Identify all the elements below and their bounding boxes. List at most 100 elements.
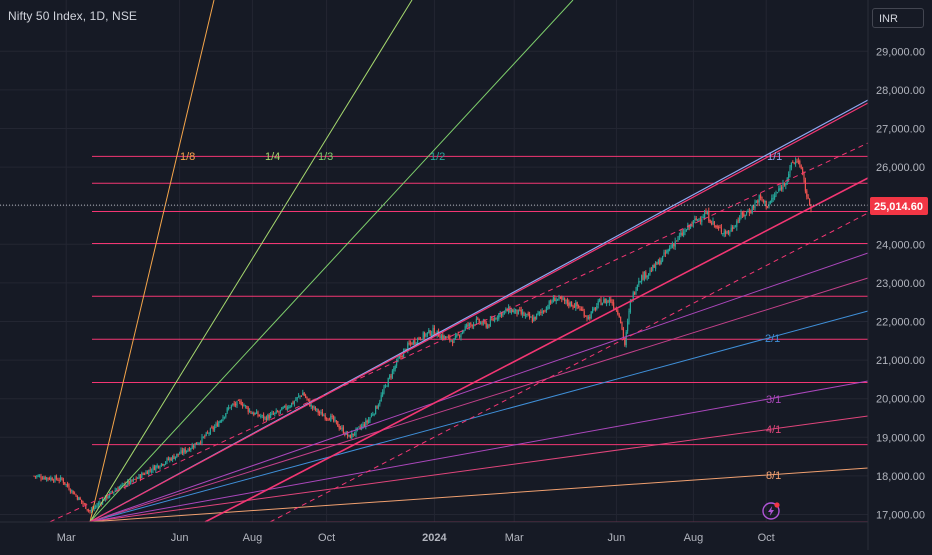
candle-body — [273, 414, 274, 415]
candle-body — [677, 236, 678, 240]
candle-body — [712, 221, 713, 223]
candle-body — [808, 197, 809, 198]
candle-body — [728, 231, 729, 234]
candle-body — [665, 253, 666, 254]
candle-body — [473, 324, 474, 327]
candle-body — [186, 451, 187, 453]
candle-body — [166, 458, 167, 462]
candle-body — [661, 261, 662, 265]
candle-body — [250, 411, 251, 413]
candle-body — [175, 456, 176, 459]
candle-body — [512, 310, 513, 313]
candle-body — [192, 445, 193, 448]
price-tick-label: 28,000.00 — [876, 85, 925, 97]
candle-body — [488, 324, 489, 326]
candle-body — [516, 310, 517, 314]
candle-body — [239, 401, 240, 402]
candle-body — [299, 396, 300, 397]
candle-body — [283, 408, 284, 409]
candle-body — [294, 401, 295, 403]
candle-body — [530, 317, 531, 318]
candle-body — [491, 319, 492, 320]
candle-body — [785, 183, 786, 185]
candle-body — [392, 371, 393, 378]
candle-body — [40, 476, 41, 478]
candle-body — [763, 201, 764, 202]
candle-body — [547, 308, 548, 309]
candle-body — [52, 478, 53, 480]
candle-body — [374, 414, 375, 415]
candle-body — [388, 378, 389, 387]
candle-body — [570, 302, 571, 306]
candle-body — [151, 471, 152, 472]
candle-body — [71, 490, 72, 491]
candle-body — [714, 222, 715, 225]
candle-body — [367, 421, 368, 423]
candle-body — [805, 180, 806, 191]
candle-body — [655, 262, 656, 269]
candle-body — [495, 319, 496, 320]
candle-body — [761, 197, 762, 201]
candle-body — [789, 167, 790, 174]
candle-body — [243, 405, 244, 406]
candle-body — [589, 317, 590, 319]
candle-body — [164, 464, 165, 465]
candle-body — [189, 449, 190, 451]
candle-body — [700, 220, 701, 221]
candle-body — [649, 270, 650, 274]
candle-body — [185, 449, 186, 453]
time-tick-label: 2024 — [422, 532, 447, 544]
candle-body — [599, 299, 600, 301]
candle-body — [67, 483, 68, 486]
candle-body — [397, 358, 398, 361]
time-tick-label: Mar — [505, 532, 524, 544]
candle-body — [320, 412, 321, 413]
candle-body — [770, 201, 771, 203]
candle-body — [245, 405, 246, 406]
candle-body — [537, 313, 538, 314]
candle-body — [130, 480, 131, 484]
candle-body — [578, 305, 579, 307]
candle-body — [358, 427, 359, 428]
price-tick-label: 23,000.00 — [876, 278, 925, 290]
candle-body — [420, 338, 421, 339]
candle-body — [213, 427, 214, 429]
fan-label: 2/1 — [765, 333, 780, 345]
candle-body — [53, 481, 54, 482]
candle-body — [470, 323, 471, 324]
candle-body — [565, 300, 566, 302]
candle-body — [603, 299, 604, 302]
candle-body — [252, 413, 253, 414]
currency-selector[interactable]: INR — [872, 8, 924, 28]
price-tick-label: 20,000.00 — [876, 394, 925, 406]
candle-body — [235, 404, 236, 405]
candle-body — [637, 285, 638, 291]
candle-body — [704, 213, 705, 218]
candle-body — [535, 317, 536, 320]
candle-body — [241, 402, 242, 405]
candle-body — [747, 211, 748, 212]
candle-body — [400, 356, 401, 357]
candle-body — [190, 448, 191, 450]
candle-body — [746, 211, 747, 213]
candle-body — [617, 311, 618, 314]
candle-body — [337, 421, 338, 427]
time-tick-label: Jun — [608, 532, 626, 544]
candle-body — [425, 334, 426, 337]
candle-body — [554, 298, 555, 301]
candle-body — [463, 330, 464, 332]
candle-body — [424, 333, 425, 337]
candle-body — [533, 317, 534, 321]
candle-body — [469, 323, 470, 326]
candle-body — [528, 313, 529, 314]
candle-body — [543, 311, 544, 312]
candle-body — [385, 385, 386, 386]
candle-body — [295, 400, 296, 401]
candle-body — [182, 450, 183, 453]
candle-body — [248, 407, 249, 411]
candle-body — [418, 337, 419, 339]
candle-body — [760, 195, 761, 198]
candle-body — [477, 318, 478, 319]
